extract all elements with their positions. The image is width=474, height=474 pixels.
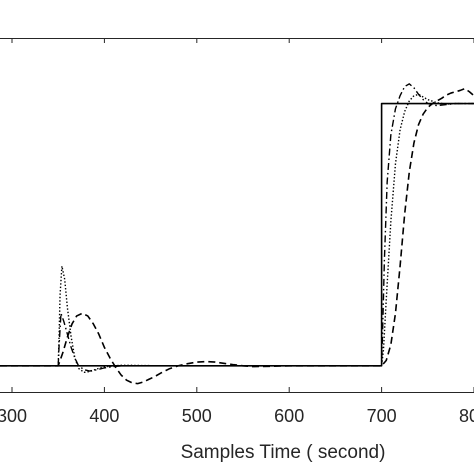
series-line-3-dotted	[0, 93, 474, 374]
x-tick-label-400: 400	[89, 406, 119, 426]
x-tick-label-600: 600	[274, 406, 304, 426]
x-tick-label-300: 300	[0, 406, 27, 426]
ticks-layer: 300 400 500 600 700 800	[0, 38, 474, 426]
series-layer	[0, 83, 474, 385]
x-axis-label: Samples Time ( second)	[181, 442, 386, 463]
x-tick-label-500: 500	[182, 406, 212, 426]
x-tick-label-800: 800	[459, 406, 474, 426]
axes-layer	[0, 38, 474, 393]
series-line-4-dashed	[0, 87, 474, 385]
x-tick-label-700: 700	[367, 406, 397, 426]
